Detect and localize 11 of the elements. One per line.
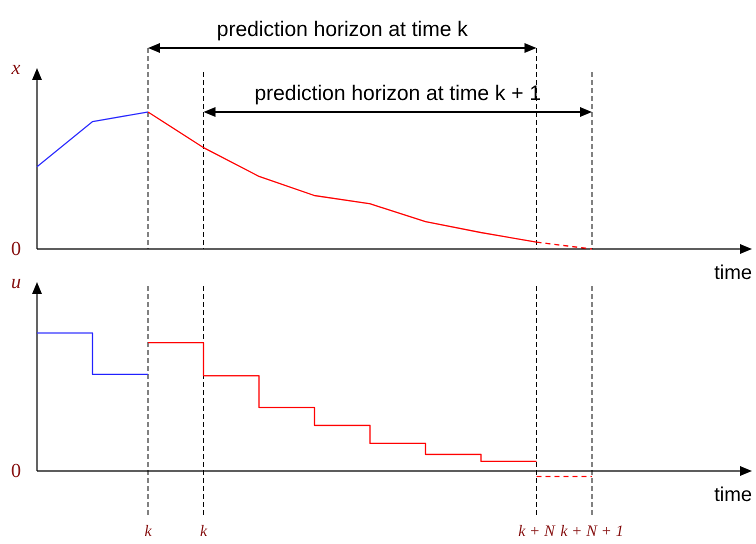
text: prediction horizon at time k: [216, 18, 468, 41]
x-tick-label: k + N + 1: [560, 523, 624, 540]
x-tick-label: k: [200, 523, 208, 540]
x-tick-label: k + N: [518, 523, 556, 540]
y-axis-title: x: [10, 57, 21, 79]
x-axis-title: time: [714, 262, 752, 284]
text: 0: [11, 238, 21, 260]
x-axis-title: time: [714, 484, 752, 506]
text: 0: [11, 460, 21, 482]
y-axis-title: u: [11, 271, 21, 293]
x-tick-label: k: [144, 523, 152, 540]
